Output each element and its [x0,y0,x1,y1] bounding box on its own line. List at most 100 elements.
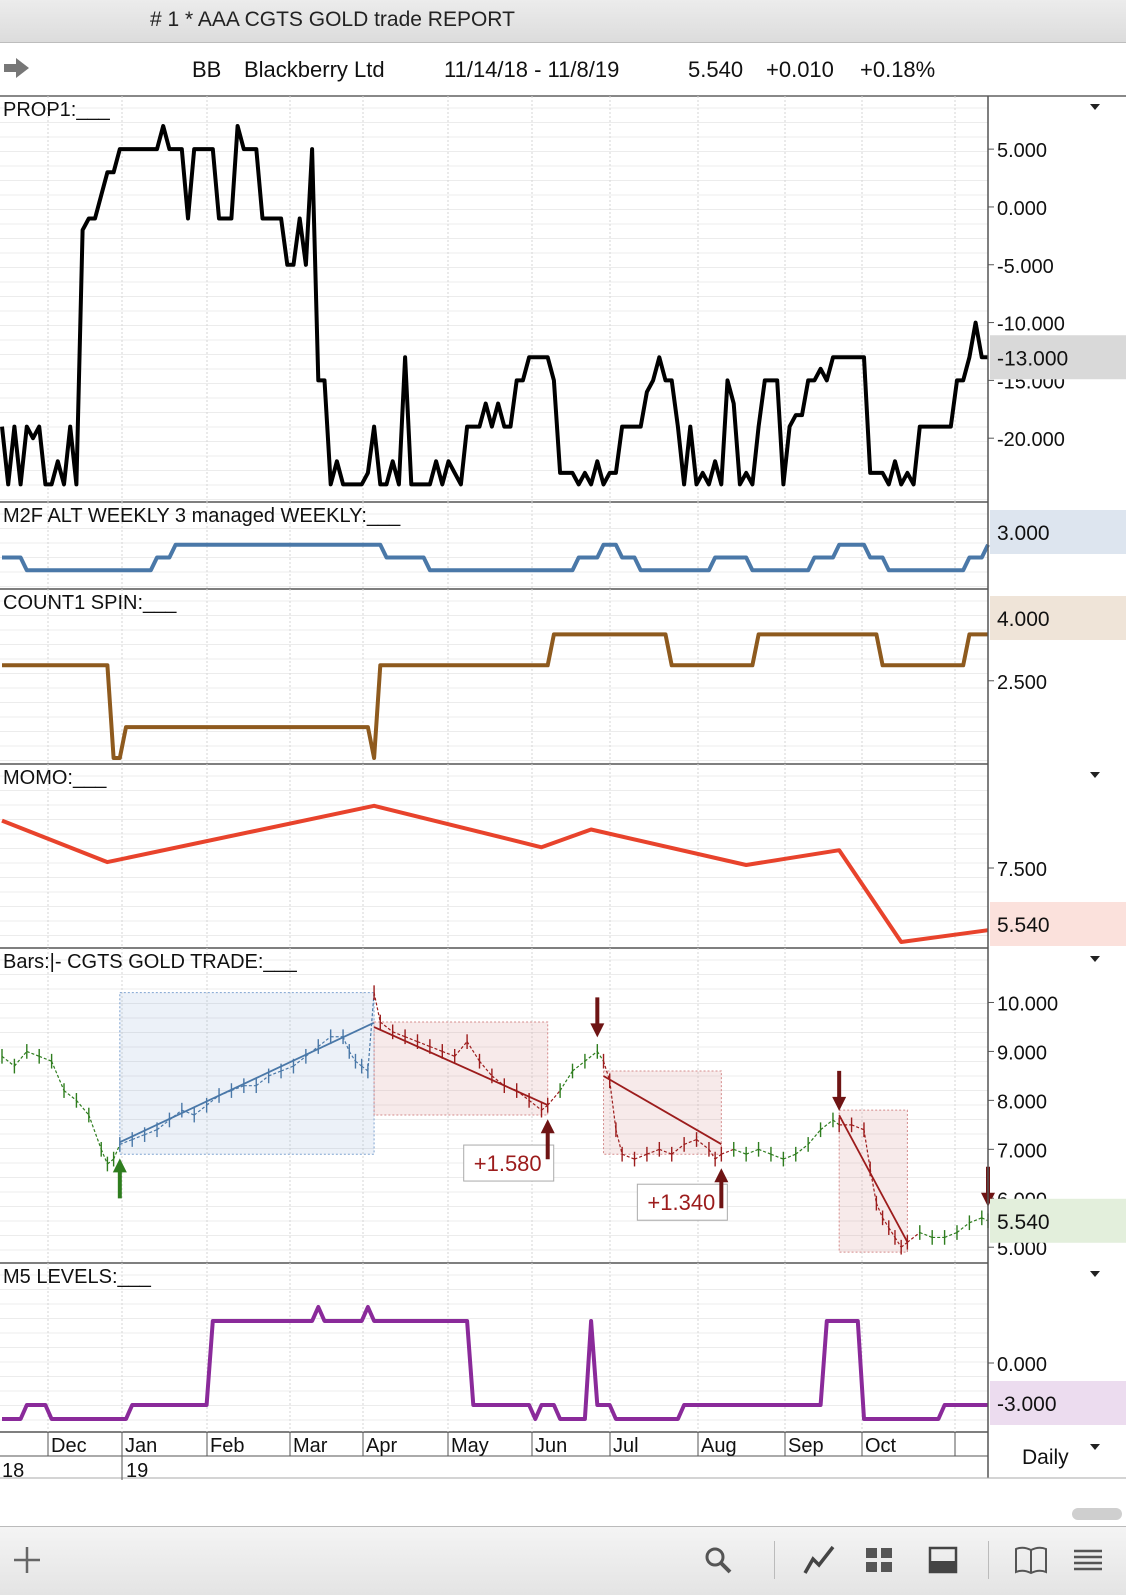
price-bar [38,1055,52,1062]
price-bar [888,1227,896,1238]
short-trade-box [373,1021,549,1116]
price-bar [348,1051,356,1062]
last-value-label: 4.000 [997,608,1050,631]
line-chart-icon[interactable] [803,1545,835,1575]
year-label: 18 [2,1460,24,1482]
price-bar [602,1061,611,1081]
chevron-down-icon[interactable] [1090,1444,1100,1450]
panel-title: PROP1:___ [3,99,111,121]
price-bar [683,1138,697,1145]
last-value-label: -3.000 [997,1393,1057,1416]
price-bar [795,1143,809,1155]
price-bar [355,1060,363,1067]
price-bar [851,1124,865,1131]
exit-arrow-down-icon [832,1070,847,1111]
price-bar [807,1129,822,1145]
price-bar [615,1129,623,1155]
price-bar [88,1114,102,1150]
month-label: Jun [535,1435,567,1457]
add-icon[interactable] [12,1545,42,1575]
price-bar [255,1075,270,1087]
price-bar [293,1055,307,1067]
price-bar [342,1036,350,1052]
price-bar [572,1060,586,1072]
price-bar [63,1090,77,1101]
trade-trend-line [603,1075,722,1145]
price-bar [305,1046,319,1057]
chevron-down-icon[interactable] [1090,956,1100,962]
price-bar [132,1134,145,1141]
price-bar [417,1041,431,1048]
toolbar-divider [988,1541,989,1579]
month-label: Mar [293,1435,328,1457]
search-icon[interactable] [703,1545,733,1575]
price-bar [107,1158,114,1165]
panel-title: MOMO:___ [3,767,107,789]
price-bar [596,1051,605,1062]
price-bar [721,1148,734,1155]
price-bar [671,1143,685,1155]
axis-tick-label: 8.000 [997,1091,1047,1113]
series-line [2,1305,988,1421]
month-label: Feb [210,1435,244,1457]
price-bar [869,1168,877,1204]
price-bar [745,1148,759,1155]
price-change-pct: +0.18% [860,57,936,82]
price-bar [119,1138,133,1145]
price-bar [783,1153,796,1160]
chart-area[interactable]: PROP1:___5.0000.000-5.000-10.000-15.000-… [0,96,1126,1506]
entry-arrow-up-icon [112,1158,127,1199]
chevron-down-icon[interactable] [1090,1271,1100,1277]
price-bar [944,1231,958,1238]
short-trade-box [603,1070,722,1155]
price-bar [956,1222,970,1233]
price-bar [156,1119,170,1131]
menu-icon[interactable] [1072,1545,1104,1575]
panel-title: Bars:|- CGTS GOLD TRADE:___ [3,951,298,973]
arrow-right-icon[interactable] [4,57,30,79]
price-bar [13,1051,28,1067]
price-bar [181,1109,195,1116]
series-line [1,803,989,944]
book-icon[interactable] [1014,1545,1048,1575]
price-bar [404,1036,418,1043]
price-bar [528,1099,542,1111]
price-bar [770,1153,784,1160]
price-bar [832,1119,840,1126]
price-change: +0.010 [766,57,834,82]
price-bar [1,1055,15,1067]
price-bar [193,1104,208,1116]
panel-title: M5 LEVELS:___ [3,1266,152,1288]
horizontal-scroll-handle[interactable] [1072,1508,1122,1520]
last-value-badge [990,596,1126,640]
long-trade-box [119,992,375,1155]
price-bar [584,1050,598,1062]
last-value-badge [990,510,1126,554]
price-bar [708,1148,716,1160]
month-label: Jul [613,1435,639,1457]
chevron-down-icon[interactable] [1090,104,1100,110]
price-bar [919,1231,933,1238]
price-bar [218,1090,232,1097]
axis-tick-label: 2.500 [997,672,1047,694]
timeframe-selector[interactable]: Daily [1022,1446,1069,1469]
axis-tick-label: -20.000 [997,429,1065,451]
last-value-badge [990,902,1126,946]
layout-panel-icon[interactable] [928,1545,958,1575]
price-bar [516,1090,530,1101]
price-bar [981,1217,989,1222]
price-bar [51,1060,65,1091]
last-value-label: -13.000 [997,347,1068,370]
month-label: May [451,1435,489,1457]
symbol-bar: BB Blackberry Ltd 11/14/18 - 11/8/19 5.5… [0,43,1126,97]
month-label: Aug [701,1435,737,1457]
price-bar [659,1148,672,1155]
price-bar [646,1148,660,1155]
axis-tick-label: 7.500 [997,859,1047,881]
price-bar [882,1217,890,1228]
price-bar [26,1050,40,1057]
price-bar [541,1104,549,1111]
grid-icon[interactable] [864,1545,894,1575]
chevron-down-icon[interactable] [1090,772,1100,778]
price-bar [429,1045,443,1052]
